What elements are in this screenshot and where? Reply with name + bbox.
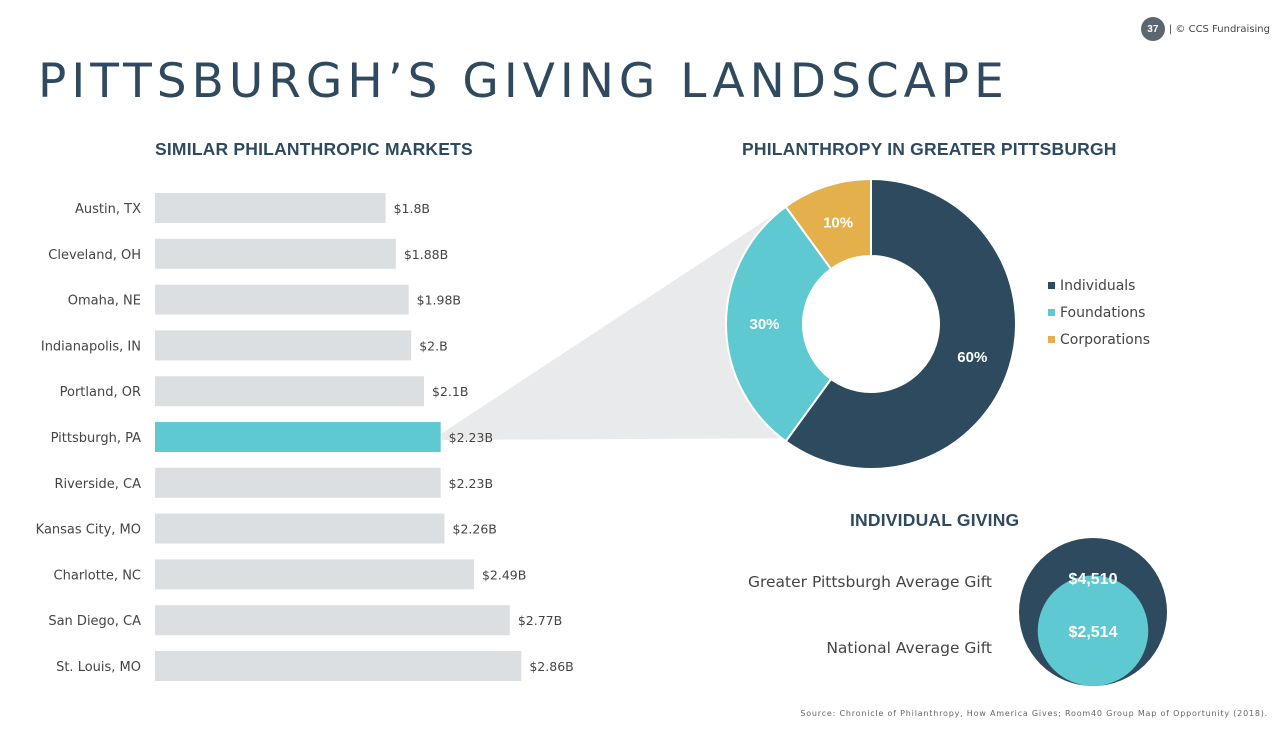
bar-category-label: San Diego, CA (48, 614, 141, 629)
bar-category-label: Cleveland, OH (48, 248, 141, 263)
donut-slice-foundations (725, 205, 833, 443)
bar-category-label: Kansas City, MO (36, 523, 141, 538)
legend-label: Individuals (1060, 278, 1135, 294)
donut-slice-label: 30% (749, 316, 779, 333)
bar-category-label: St. Louis, MO (56, 660, 141, 675)
bar (155, 330, 412, 361)
header-meta: 37 | © CCS Fundraising (1140, 17, 1270, 41)
bar-value-label: $1.8B (394, 201, 430, 216)
bar (155, 513, 445, 544)
donut-chart-title: PHILANTHROPY IN GREATER PITTSBURGH (742, 139, 1117, 159)
bar-value-label: $2.77B (518, 613, 562, 628)
legend-swatch (1048, 336, 1055, 343)
donut-slice-corporations (784, 177, 872, 271)
bar-highlight (155, 422, 441, 452)
bar (155, 651, 522, 681)
bar (155, 467, 441, 498)
bar-value-label: $1.98B (417, 293, 461, 308)
bar-value-label: $2.B (419, 338, 447, 353)
bar-chart-title: SIMILAR PHILANTHROPIC MARKETS (155, 139, 473, 159)
bubble-national-gift (1037, 575, 1149, 686)
donut-slice-label: 60% (957, 349, 987, 366)
individual-giving-title: INDIVIDUAL GIVING (850, 510, 1020, 530)
copyright-text: | © CCS Fundraising (1168, 23, 1270, 35)
source-note: Source: Chronicle of Philanthropy, How A… (800, 709, 1268, 718)
bar-value-label: $2.49B (482, 567, 526, 582)
bar (155, 193, 386, 223)
legend-swatch (1048, 282, 1055, 289)
bar-category-label: Omaha, NE (68, 294, 141, 309)
donut-slice-label: 10% (823, 215, 853, 232)
bar-value-label: $1.88B (404, 247, 448, 262)
callout-connector (440, 209, 782, 440)
bar-category-label: Riverside, CA (54, 477, 141, 492)
legend-label: Corporations (1060, 332, 1150, 348)
national-gift-label: National Average Gift (826, 639, 992, 657)
pittsburgh-gift-value: $4,510 (1069, 571, 1118, 588)
legend-swatch (1048, 309, 1055, 316)
bar-category-label: Indianapolis, IN (41, 339, 141, 354)
bar-category-label: Charlotte, NC (54, 568, 141, 583)
bar-category-label: Pittsburgh, PA (51, 431, 142, 446)
page-title: PITTSBURGH’S GIVING LANDSCAPE (38, 54, 1009, 109)
bar (155, 284, 409, 315)
bar (155, 376, 425, 407)
bar-value-label: $2.86B (529, 659, 573, 674)
bar-value-label: $2.26B (453, 522, 497, 537)
bar-category-label: Austin, TX (75, 202, 141, 217)
page-number-badge: 37 (1140, 17, 1165, 41)
bar-value-label: $2.1B (432, 384, 468, 399)
pittsburgh-gift-label: Greater Pittsburgh Average Gift (748, 573, 992, 591)
legend-label: Foundations (1060, 305, 1145, 321)
bar-category-label: Portland, OR (60, 385, 141, 400)
bar (155, 605, 510, 636)
bar-value-label: $2.23B (449, 430, 493, 445)
bar (155, 238, 396, 269)
donut-slice-individuals (784, 177, 1017, 470)
bar (155, 559, 474, 590)
national-gift-value: $2,514 (1069, 624, 1118, 641)
bar-value-label: $2.23B (449, 476, 493, 491)
